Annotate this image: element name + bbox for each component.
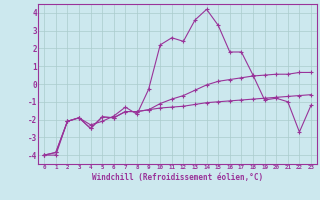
X-axis label: Windchill (Refroidissement éolien,°C): Windchill (Refroidissement éolien,°C) (92, 173, 263, 182)
